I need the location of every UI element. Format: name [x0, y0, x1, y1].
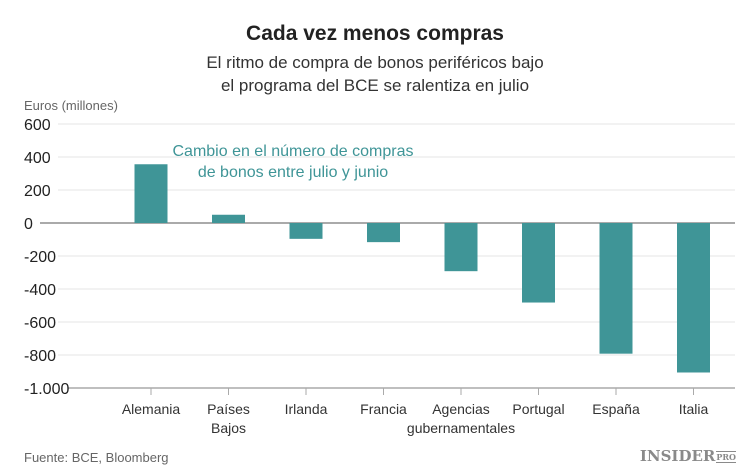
x-tick-label: Irlanda	[285, 401, 328, 417]
bar	[289, 223, 323, 239]
x-tick-label: Países	[207, 401, 250, 417]
bar	[522, 223, 555, 303]
x-tick-label: Alemania	[122, 401, 181, 417]
x-tick-label: Bajos	[211, 420, 246, 436]
y-tick-label: -600	[24, 315, 56, 332]
source-note: Fuente: BCE, Bloomberg	[24, 450, 169, 465]
y-tick-label: -1.000	[24, 381, 69, 398]
y-tick-label: -800	[24, 348, 56, 365]
bar	[444, 223, 478, 272]
y-tick-label: -400	[24, 282, 56, 299]
y-tick-label: 0	[24, 216, 33, 233]
bar	[212, 214, 245, 223]
annotation-text: Cambio en el número de compras	[172, 143, 413, 160]
x-tick-label: Portugal	[512, 401, 564, 417]
x-tick-label: Italia	[679, 401, 709, 417]
x-tick-label: Francia	[360, 401, 407, 417]
bar	[599, 223, 633, 354]
y-axis-label: Euros (millones)	[24, 98, 118, 113]
y-tick-label: 600	[24, 117, 51, 134]
bar	[677, 223, 710, 373]
annotation-text: de bonos entre julio y junio	[198, 164, 388, 181]
x-tick-label: gubernamentales	[407, 420, 515, 436]
chart-title: Cada vez menos compras	[246, 22, 504, 45]
y-tick-label: 400	[24, 150, 51, 167]
x-tick-label: Agencias	[432, 401, 490, 417]
x-tick-label: España	[592, 401, 640, 417]
bar	[134, 164, 168, 223]
y-tick-label: -200	[24, 249, 56, 266]
chart-subtitle-line2: el programa del BCE se ralentiza en juli…	[220, 76, 530, 95]
chart-subtitle-line1: El ritmo de compra de bonos periféricos …	[206, 53, 544, 72]
y-tick-label: 200	[24, 183, 51, 200]
bar	[367, 223, 400, 243]
insider-pro-logo: INSIDERPRO	[639, 447, 736, 465]
